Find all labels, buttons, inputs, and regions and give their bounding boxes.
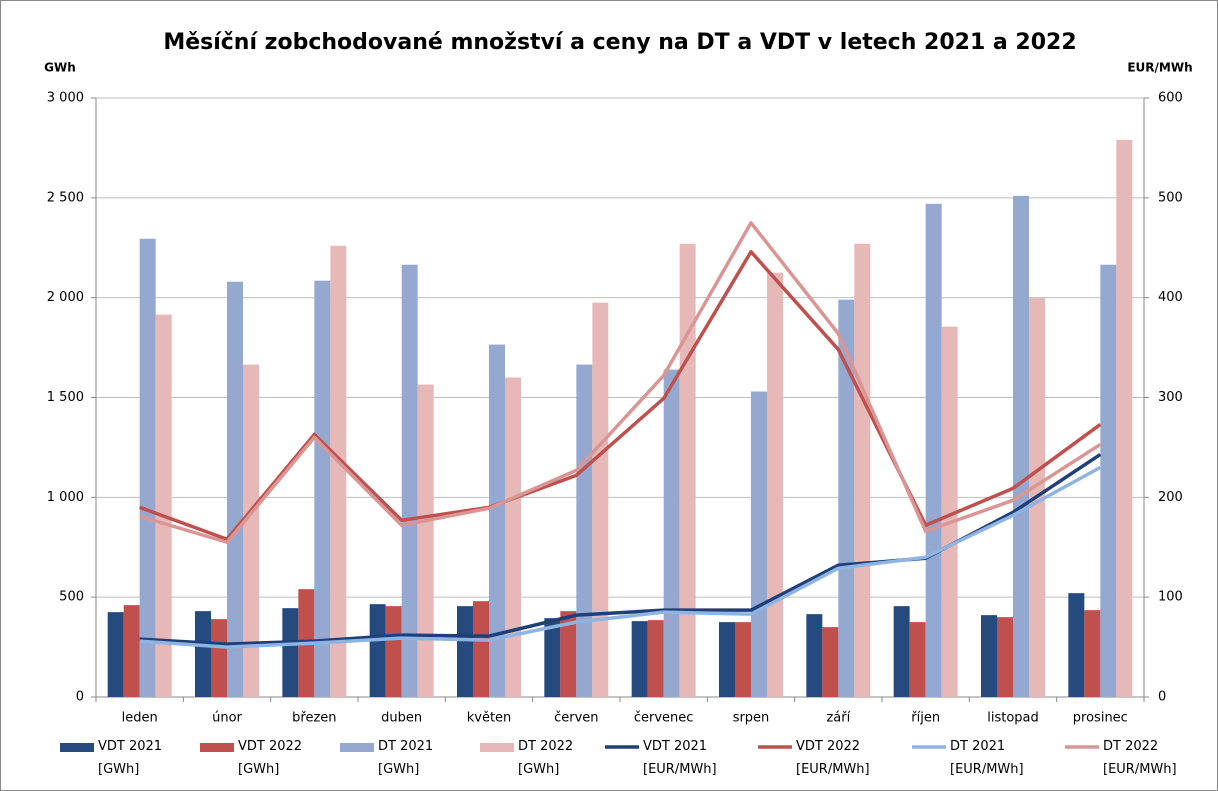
- bar: [838, 299, 855, 697]
- bar: [925, 203, 942, 697]
- y2-tick-label: 0: [1158, 690, 1166, 705]
- y-tick-label: 2 000: [47, 290, 84, 305]
- bar: [909, 622, 926, 697]
- x-tick-label: březen: [292, 711, 336, 726]
- y-tick-label: 3 000: [47, 91, 84, 106]
- y2-tick-label: 600: [1158, 91, 1183, 106]
- bar: [385, 606, 402, 697]
- line: [139, 249, 1102, 542]
- chart-title: Měsíční zobchodované množství a ceny na …: [163, 30, 1076, 55]
- legend-label: DT 2021 [EUR/MWh]: [950, 739, 1024, 777]
- bar: [282, 608, 299, 697]
- bar: [1084, 610, 1101, 697]
- bar: [1100, 264, 1117, 697]
- y2-tick-label: 200: [1158, 490, 1183, 505]
- legend-label: VDT 2022 [GWh]: [238, 739, 303, 777]
- bar: [719, 622, 735, 697]
- x-tick-label: listopad: [987, 711, 1039, 726]
- x-tick-label: květen: [467, 711, 512, 726]
- x-tick-label: říjen: [911, 711, 940, 726]
- line: [139, 221, 1102, 545]
- y2-tick-label: 400: [1158, 290, 1183, 305]
- bar: [369, 604, 386, 697]
- line: [139, 465, 1102, 649]
- bar: [854, 243, 871, 698]
- bar: [505, 377, 521, 697]
- bar: [767, 272, 783, 697]
- bar: [1068, 593, 1085, 697]
- x-tick-label: září: [826, 711, 850, 726]
- y-tick-label: 1 000: [47, 490, 84, 505]
- bar: [473, 601, 489, 697]
- x-tick-label: leden: [122, 711, 158, 726]
- bar: [330, 245, 347, 697]
- legend-label: VDT 2021 [GWh]: [98, 739, 163, 777]
- x-tick-label: červen: [554, 711, 598, 726]
- bar: [941, 326, 958, 697]
- bar: [107, 612, 124, 697]
- bar: [822, 627, 839, 697]
- legend-swatch: [60, 743, 94, 752]
- bar: [806, 614, 823, 697]
- bar: [401, 264, 418, 697]
- bar: [997, 617, 1013, 697]
- x-tick-label: prosinec: [1073, 711, 1128, 726]
- bar: [647, 620, 664, 697]
- bar: [417, 384, 434, 697]
- bar: [314, 280, 331, 697]
- bar: [1116, 139, 1133, 697]
- y-axis-label: GWh: [44, 61, 76, 75]
- bar: [227, 281, 243, 697]
- bar: [893, 606, 910, 697]
- y2-tick-label: 300: [1158, 390, 1183, 405]
- legend-label: VDT 2021 [EUR/MWh]: [643, 739, 717, 777]
- bar: [631, 621, 648, 697]
- bar: [679, 243, 696, 698]
- y-tick-label: 2 500: [47, 190, 84, 205]
- bar: [243, 364, 259, 697]
- y2-axis-label: EUR/MWh: [1127, 61, 1192, 75]
- bar: [981, 615, 997, 697]
- bar: [1013, 195, 1029, 697]
- y-tick-label: 1 500: [47, 390, 84, 405]
- y2-tick-label: 500: [1158, 190, 1183, 205]
- legend-swatch: [340, 743, 374, 752]
- legend-label: DT 2022 [EUR/MWh]: [1103, 739, 1177, 777]
- bar: [592, 302, 609, 697]
- bar: [457, 606, 473, 697]
- y2-tick-label: 100: [1158, 590, 1183, 605]
- y-tick-label: 500: [59, 590, 84, 605]
- bar: [735, 622, 751, 697]
- legend-label: DT 2021 [GWh]: [378, 739, 434, 777]
- bar: [544, 618, 561, 697]
- bar: [560, 611, 577, 697]
- bar: [751, 391, 767, 697]
- legend-swatch: [200, 743, 234, 752]
- bar: [123, 605, 140, 697]
- bar: [155, 314, 172, 697]
- bar: [489, 344, 505, 697]
- bar: [211, 619, 227, 697]
- x-tick-label: duben: [381, 711, 422, 726]
- x-tick-label: únor: [212, 711, 242, 726]
- x-tick-label: srpen: [733, 711, 770, 726]
- y-tick-label: 0: [76, 690, 84, 705]
- bar: [195, 611, 211, 697]
- legend-label: DT 2022 [GWh]: [518, 739, 574, 777]
- legend-swatch: [480, 743, 514, 752]
- legend-label: VDT 2022 [EUR/MWh]: [796, 739, 870, 777]
- bar: [139, 238, 156, 697]
- x-tick-label: červenec: [634, 711, 694, 726]
- bar: [663, 369, 680, 697]
- bar: [576, 364, 593, 697]
